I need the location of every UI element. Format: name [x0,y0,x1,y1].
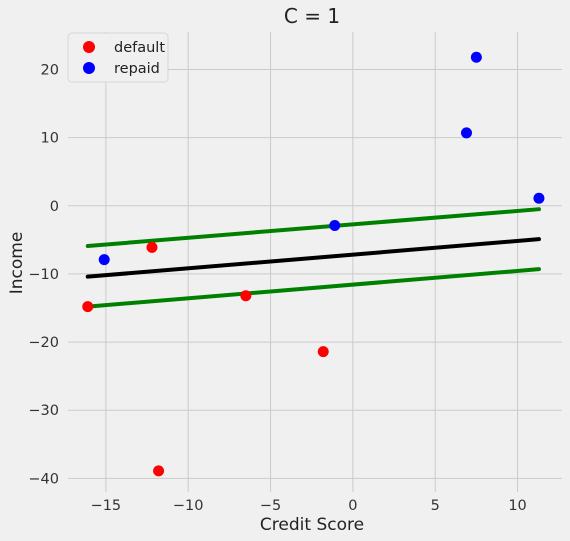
y-tick-label: 10 [41,131,59,147]
y-tick-label: −30 [28,403,59,419]
lower-margin-line [85,267,541,309]
y-tick-label: −10 [28,267,59,283]
chart-title: C = 1 [284,4,340,28]
x-tick-label: −15 [91,498,122,514]
repaid-point [329,220,341,232]
default-point [146,241,158,253]
decision-boundary-line [85,237,541,279]
repaid-point [98,254,110,266]
x-tick-label: 0 [348,498,357,514]
tick-labels: −15 −10 −5 0 5 10 −40 −30 −20 −10 0 10 20 [28,62,526,514]
default-point [317,346,329,358]
legend-marker-repaid [83,62,95,74]
y-tick-label: 20 [41,62,59,78]
data-points [82,51,545,477]
x-tick-label: −10 [173,498,204,514]
default-point [240,290,252,302]
y-tick-label: −20 [28,335,59,351]
legend-label-default: default [114,40,165,56]
x-tick-label: 5 [431,498,440,514]
x-tick-label: 10 [508,498,526,514]
legend-marker-default [83,41,95,53]
default-point [153,465,165,477]
repaid-point [470,51,482,63]
boundary-lines [85,207,541,309]
repaid-point [460,127,472,139]
y-tick-label: 0 [50,199,59,215]
x-axis-label: Credit Score [260,515,364,535]
repaid-point [533,192,545,204]
x-tick-label: −5 [260,498,281,514]
y-axis-label: Income [7,232,27,295]
legend: default repaid [67,32,169,83]
upper-margin-line [85,207,541,248]
default-point [82,301,94,313]
legend-label-repaid: repaid [114,61,160,77]
y-tick-label: −40 [28,471,59,487]
